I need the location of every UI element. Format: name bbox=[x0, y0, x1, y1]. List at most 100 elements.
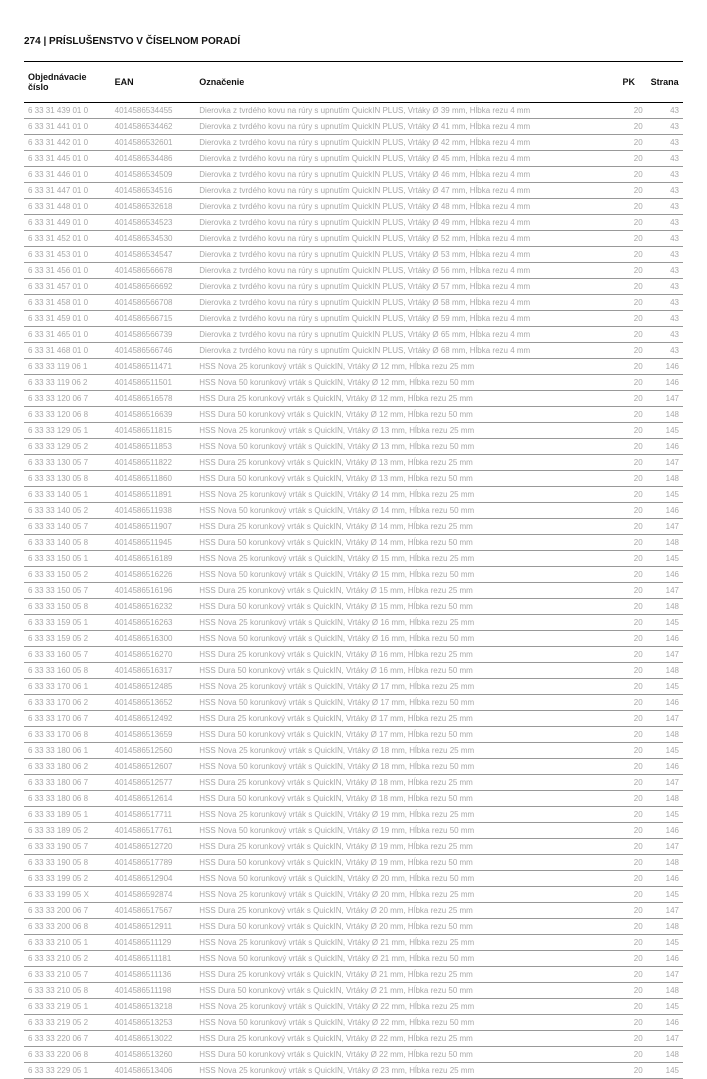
cell-ean: 4014586534530 bbox=[111, 231, 196, 247]
cell-pk: 20 bbox=[618, 263, 646, 279]
cell-ean: 4014586513218 bbox=[111, 999, 196, 1015]
cell-desc: HSS Dura 50 korunkový vrták s QuickIN, V… bbox=[195, 471, 618, 487]
cell-desc: Dierovka z tvrdého kovu na rúry s upnutí… bbox=[195, 231, 618, 247]
cell-pk: 20 bbox=[618, 151, 646, 167]
table-row: 6 33 31 448 01 04014586532618Dierovka z … bbox=[24, 199, 683, 215]
cell-ean: 4014586511471 bbox=[111, 359, 196, 375]
cell-desc: Dierovka z tvrdého kovu na rúry s upnutí… bbox=[195, 247, 618, 263]
cell-order: 6 33 33 189 05 1 bbox=[24, 807, 111, 823]
table-row: 6 33 33 200 06 84014586512911HSS Dura 50… bbox=[24, 919, 683, 935]
cell-page: 146 bbox=[647, 567, 683, 583]
cell-pk: 20 bbox=[618, 343, 646, 359]
table-row: 6 33 33 120 06 74014586516578HSS Dura 25… bbox=[24, 391, 683, 407]
cell-ean: 4014586516196 bbox=[111, 583, 196, 599]
cell-ean: 4014586511822 bbox=[111, 455, 196, 471]
cell-ean: 4014586512607 bbox=[111, 759, 196, 775]
cell-order: 6 33 31 439 01 0 bbox=[24, 103, 111, 119]
cell-pk: 20 bbox=[618, 455, 646, 471]
cell-page: 43 bbox=[647, 327, 683, 343]
cell-ean: 4014586532618 bbox=[111, 199, 196, 215]
cell-pk: 20 bbox=[618, 1031, 646, 1047]
cell-desc: HSS Nova 50 korunkový vrták s QuickIN, V… bbox=[195, 1015, 618, 1031]
cell-ean: 4014586534516 bbox=[111, 183, 196, 199]
cell-ean: 4014586517711 bbox=[111, 807, 196, 823]
cell-desc: HSS Nova 50 korunkový vrták s QuickIN, V… bbox=[195, 567, 618, 583]
cell-page: 148 bbox=[647, 727, 683, 743]
table-row: 6 33 33 150 05 74014586516196HSS Dura 25… bbox=[24, 583, 683, 599]
cell-order: 6 33 33 219 05 1 bbox=[24, 999, 111, 1015]
cell-desc: HSS Dura 50 korunkový vrták s QuickIN, V… bbox=[195, 791, 618, 807]
cell-pk: 20 bbox=[618, 567, 646, 583]
cell-page: 43 bbox=[647, 295, 683, 311]
cell-pk: 20 bbox=[618, 935, 646, 951]
cell-order: 6 33 31 452 01 0 bbox=[24, 231, 111, 247]
cell-page: 43 bbox=[647, 231, 683, 247]
cell-desc: HSS Nova 50 korunkový vrták s QuickIN, V… bbox=[195, 759, 618, 775]
table-row: 6 33 33 229 05 14014586513406HSS Nova 25… bbox=[24, 1063, 683, 1079]
cell-pk: 20 bbox=[618, 791, 646, 807]
cell-page: 145 bbox=[647, 1063, 683, 1079]
cell-pk: 20 bbox=[618, 903, 646, 919]
cell-order: 6 33 31 446 01 0 bbox=[24, 167, 111, 183]
cell-desc: HSS Nova 25 korunkový vrták s QuickIN, V… bbox=[195, 999, 618, 1015]
table-row: 6 33 33 120 06 84014586516639HSS Dura 50… bbox=[24, 407, 683, 423]
cell-ean: 4014586511815 bbox=[111, 423, 196, 439]
cell-pk: 20 bbox=[618, 199, 646, 215]
cell-ean: 4014586513406 bbox=[111, 1063, 196, 1079]
cell-pk: 20 bbox=[618, 647, 646, 663]
cell-desc: HSS Dura 50 korunkový vrták s QuickIN, V… bbox=[195, 919, 618, 935]
cell-order: 6 33 31 465 01 0 bbox=[24, 327, 111, 343]
cell-desc: Dierovka z tvrdého kovu na rúry s upnutí… bbox=[195, 183, 618, 199]
cell-order: 6 33 33 129 05 2 bbox=[24, 439, 111, 455]
cell-pk: 20 bbox=[618, 1063, 646, 1079]
table-row: 6 33 31 447 01 04014586534516Dierovka z … bbox=[24, 183, 683, 199]
cell-desc: HSS Dura 25 korunkový vrták s QuickIN, V… bbox=[195, 519, 618, 535]
cell-pk: 20 bbox=[618, 839, 646, 855]
cell-order: 6 33 33 199 05 2 bbox=[24, 871, 111, 887]
cell-ean: 4014586513260 bbox=[111, 1047, 196, 1063]
col-header-ean: EAN bbox=[111, 62, 196, 103]
table-row: 6 33 33 170 06 14014586512485HSS Nova 25… bbox=[24, 679, 683, 695]
cell-pk: 20 bbox=[618, 375, 646, 391]
cell-pk: 20 bbox=[618, 215, 646, 231]
cell-order: 6 33 33 140 05 1 bbox=[24, 487, 111, 503]
cell-desc: HSS Nova 25 korunkový vrták s QuickIN, V… bbox=[195, 807, 618, 823]
cell-ean: 4014586516226 bbox=[111, 567, 196, 583]
table-row: 6 33 33 210 05 74014586511136HSS Dura 25… bbox=[24, 967, 683, 983]
cell-order: 6 33 33 180 06 1 bbox=[24, 743, 111, 759]
cell-pk: 20 bbox=[618, 855, 646, 871]
cell-desc: HSS Dura 50 korunkový vrták s QuickIN, V… bbox=[195, 855, 618, 871]
cell-ean: 4014586566678 bbox=[111, 263, 196, 279]
table-row: 6 33 33 160 05 84014586516317HSS Dura 50… bbox=[24, 663, 683, 679]
cell-order: 6 33 33 229 05 1 bbox=[24, 1063, 111, 1079]
cell-order: 6 33 31 453 01 0 bbox=[24, 247, 111, 263]
col-header-page: Strana bbox=[647, 62, 683, 103]
cell-order: 6 33 33 130 05 7 bbox=[24, 455, 111, 471]
cell-ean: 4014586534547 bbox=[111, 247, 196, 263]
cell-order: 6 33 33 200 06 7 bbox=[24, 903, 111, 919]
cell-desc: HSS Nova 25 korunkový vrták s QuickIN, V… bbox=[195, 887, 618, 903]
cell-pk: 20 bbox=[618, 439, 646, 455]
cell-order: 6 33 33 119 06 1 bbox=[24, 359, 111, 375]
cell-pk: 20 bbox=[618, 183, 646, 199]
cell-ean: 4014586592874 bbox=[111, 887, 196, 903]
cell-page: 147 bbox=[647, 711, 683, 727]
cell-ean: 4014586512485 bbox=[111, 679, 196, 695]
cell-desc: Dierovka z tvrdého kovu na rúry s upnutí… bbox=[195, 263, 618, 279]
cell-pk: 20 bbox=[618, 615, 646, 631]
cell-desc: HSS Nova 25 korunkový vrták s QuickIN, V… bbox=[195, 487, 618, 503]
table-row: 6 33 31 453 01 04014586534547Dierovka z … bbox=[24, 247, 683, 263]
cell-desc: HSS Dura 25 korunkový vrták s QuickIN, V… bbox=[195, 775, 618, 791]
cell-page: 43 bbox=[647, 343, 683, 359]
cell-ean: 4014586512911 bbox=[111, 919, 196, 935]
cell-ean: 4014586566739 bbox=[111, 327, 196, 343]
cell-desc: HSS Dura 25 korunkový vrták s QuickIN, V… bbox=[195, 455, 618, 471]
cell-page: 147 bbox=[647, 455, 683, 471]
cell-pk: 20 bbox=[618, 535, 646, 551]
cell-ean: 4014586512492 bbox=[111, 711, 196, 727]
cell-ean: 4014586512614 bbox=[111, 791, 196, 807]
cell-page: 43 bbox=[647, 263, 683, 279]
cell-desc: HSS Dura 25 korunkový vrták s QuickIN, V… bbox=[195, 391, 618, 407]
table-row: 6 33 31 452 01 04014586534530Dierovka z … bbox=[24, 231, 683, 247]
cell-pk: 20 bbox=[618, 1047, 646, 1063]
